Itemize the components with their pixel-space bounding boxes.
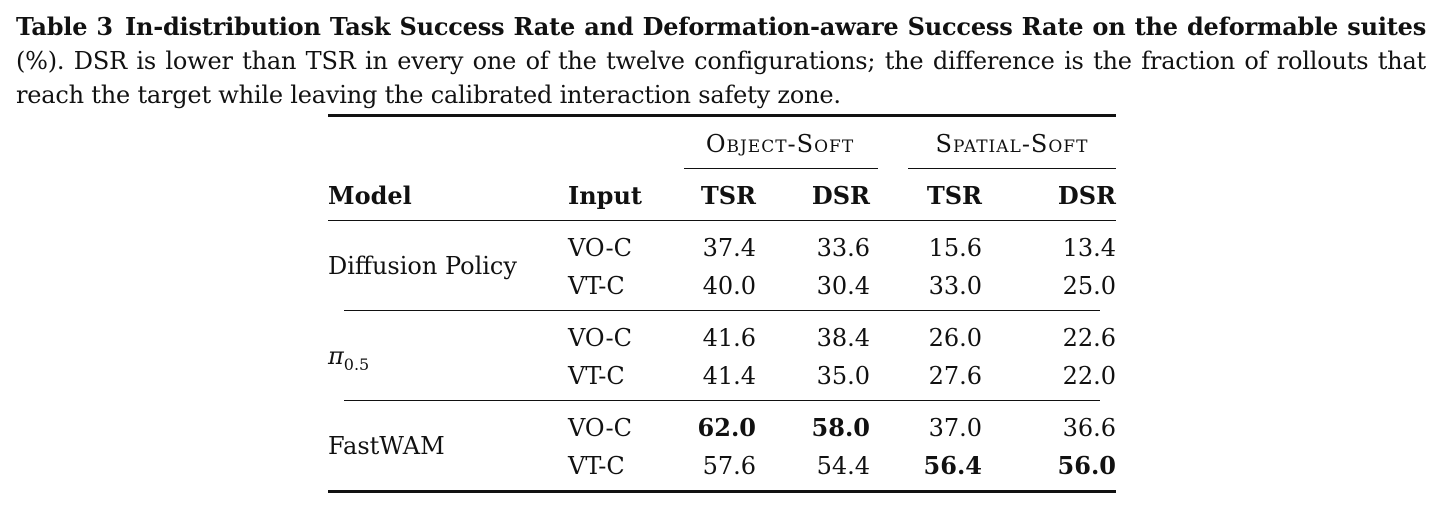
results-table: Object-Soft Spatial-Soft Model Input TSR… (328, 114, 1116, 494)
input-label: VT-C (568, 452, 625, 480)
value-cell-best: 56.4 (923, 451, 982, 480)
value-cell: 41.4 (702, 362, 756, 390)
group-rule-spatial-soft (908, 168, 1116, 169)
value-cell: 26.0 (928, 324, 982, 352)
value-cell: 33.6 (816, 234, 870, 262)
input-label: VO-C (568, 414, 632, 442)
input-label: VO-C (568, 324, 632, 352)
col-header-tsr-spatial: TSR (926, 181, 982, 210)
value-cell: 13.4 (1062, 234, 1116, 262)
value-cell: 36.6 (1062, 414, 1116, 442)
value-cell: 22.0 (1062, 362, 1116, 390)
value-cell: 30.4 (816, 272, 870, 300)
model-name-symbol: π (328, 342, 344, 370)
col-header-tsr-object: TSR (700, 181, 756, 210)
model-name: FastWAM (328, 432, 445, 460)
value-cell: 15.6 (928, 234, 982, 262)
table-label: Table 3 (16, 12, 113, 41)
value-cell-best: 58.0 (811, 413, 870, 442)
value-cell: 54.4 (816, 452, 870, 480)
model-name: π0.5 (328, 342, 369, 379)
value-cell: 25.0 (1062, 272, 1116, 300)
value-cell: 41.6 (702, 324, 756, 352)
input-label: VT-C (568, 272, 625, 300)
value-cell: 37.4 (702, 234, 756, 262)
col-header-model: Model (328, 181, 412, 210)
col-header-dsr-object: DSR (811, 181, 870, 210)
value-cell: 57.6 (702, 452, 756, 480)
input-label: VT-C (568, 362, 625, 390)
group-rule-object-soft (684, 168, 878, 169)
value-cell: 33.0 (928, 272, 982, 300)
value-cell: 38.4 (816, 324, 870, 352)
group-header-spatial-soft: Spatial-Soft (935, 130, 1089, 158)
col-header-input: Input (568, 181, 642, 210)
top-rule (328, 114, 1116, 117)
group-separator-rule (344, 310, 1100, 311)
caption-text: (%). DSR is lower than TSR in every one … (16, 47, 1426, 109)
value-cell: 40.0 (702, 272, 756, 300)
col-header-dsr-spatial: DSR (1057, 181, 1116, 210)
value-cell-best: 62.0 (697, 413, 756, 442)
caption-title: In-distribution Task Success Rate and De… (124, 12, 1427, 41)
bottom-rule (328, 490, 1116, 493)
value-cell: 37.0 (928, 414, 982, 442)
group-header-object-soft: Object-Soft (705, 130, 855, 158)
value-cell: 22.6 (1062, 324, 1116, 352)
value-cell-best: 56.0 (1057, 451, 1116, 480)
group-separator-rule (344, 400, 1100, 401)
input-label: VO-C (568, 234, 632, 262)
model-name-subscript: 0.5 (343, 355, 370, 374)
table-caption: Table 3 In-distribution Task Success Rate… (16, 10, 1426, 112)
model-name: Diffusion Policy (328, 252, 517, 280)
value-cell: 27.6 (928, 362, 982, 390)
header-rule (328, 220, 1116, 221)
value-cell: 35.0 (816, 362, 870, 390)
